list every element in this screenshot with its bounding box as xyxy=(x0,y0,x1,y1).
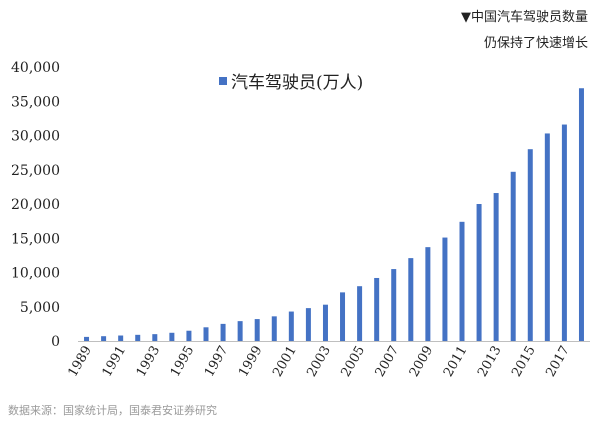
bars xyxy=(84,88,584,342)
y-tick-label: 5,000 xyxy=(20,300,60,316)
x-tick-label: 2011 xyxy=(441,344,471,380)
bar-2012 xyxy=(476,204,482,341)
bar-2015 xyxy=(527,149,533,341)
bar-1989 xyxy=(84,336,90,341)
x-tick-label: 2007 xyxy=(373,344,403,380)
bar-2004 xyxy=(340,292,346,341)
bar-1992 xyxy=(135,334,141,341)
bar-2006 xyxy=(374,277,380,341)
bar-1990 xyxy=(101,336,107,341)
legend-swatch xyxy=(219,77,227,85)
x-tick-label: 1991 xyxy=(100,344,130,380)
x-tick-label: 1993 xyxy=(134,344,164,380)
x-tick-label: 1995 xyxy=(168,344,198,380)
legend: 汽车驾驶员(万人) xyxy=(219,73,363,93)
y-tick-label: 25,000 xyxy=(11,163,60,179)
bar-2002 xyxy=(305,308,311,341)
y-axis: 0 5,000 10,000 15,000 20,000 25,000 30,000 35,0… xyxy=(11,60,60,350)
chart-title: ▼中国汽车驾驶员数量 xyxy=(461,10,588,25)
y-tick-label: 35,000 xyxy=(11,94,60,110)
bar-2011 xyxy=(459,221,465,341)
bar-2009 xyxy=(425,247,431,341)
y-tick-label: 15,000 xyxy=(11,231,60,247)
bar-2005 xyxy=(357,286,363,341)
y-tick-label: 30,000 xyxy=(11,129,60,145)
bar-2001 xyxy=(288,311,294,341)
bar-2000 xyxy=(271,316,277,341)
y-tick-label: 40,000 xyxy=(11,60,60,76)
bar-1998 xyxy=(237,321,243,341)
bar-1991 xyxy=(118,335,124,341)
bar-2014 xyxy=(510,171,516,341)
bar-2010 xyxy=(442,237,448,341)
chart-subtitle: 仍保持了快速增长 xyxy=(483,36,588,51)
x-tick-label: 2003 xyxy=(304,344,334,380)
x-tick-label: 2005 xyxy=(339,344,369,380)
source-note: 数据来源：国家统计局，国泰君安证券研究 xyxy=(8,404,217,417)
bar-2017 xyxy=(561,124,567,341)
y-tick-label: 20,000 xyxy=(11,197,60,213)
x-tick-label: 2001 xyxy=(270,344,300,380)
bar-2016 xyxy=(544,133,550,341)
y-tick-label: 0 xyxy=(51,334,60,350)
x-tick-label: 1997 xyxy=(202,344,232,380)
x-tick-label: 1989 xyxy=(65,344,95,380)
bar-1996 xyxy=(203,327,209,341)
bar-2007 xyxy=(391,269,397,341)
y-tick-label: 10,000 xyxy=(11,266,60,282)
bar-1997 xyxy=(220,323,226,342)
x-tick-label: 2015 xyxy=(509,344,539,380)
bar-1994 xyxy=(169,332,175,341)
legend-label: 汽车驾驶员(万人) xyxy=(231,73,363,93)
x-tick-label: 2013 xyxy=(475,343,505,379)
bar-2008 xyxy=(408,258,414,341)
bar-1995 xyxy=(186,330,192,341)
x-tick-label: 2009 xyxy=(407,344,437,380)
x-axis: 1989 1991 1993 1995 1997 1999 2001 2003 2005 2007… xyxy=(65,341,590,380)
bar-2018 xyxy=(578,88,584,342)
bar-1993 xyxy=(152,334,158,341)
bar-2003 xyxy=(322,304,328,341)
x-tick-label: 2017 xyxy=(543,344,573,380)
x-tick-label: 1999 xyxy=(236,344,266,380)
bar-2013 xyxy=(493,193,499,341)
bar-1999 xyxy=(254,319,260,341)
